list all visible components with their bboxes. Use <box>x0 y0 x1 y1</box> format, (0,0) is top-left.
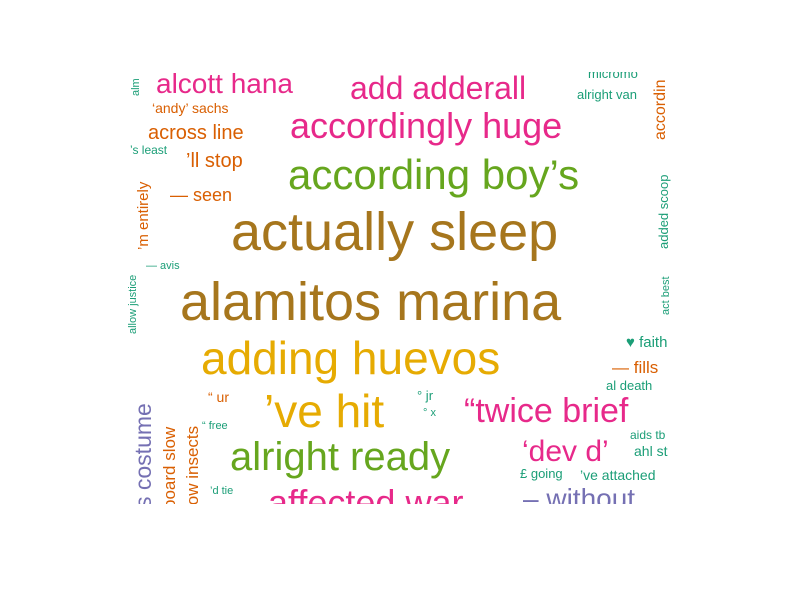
word-adding-huevos: adding huevos <box>201 332 501 384</box>
word-accordingly-huge: accordingly huge <box>290 105 563 146</box>
word-add-adderall: add adderall <box>350 72 527 106</box>
word-ahl-st: ahl st <box>634 443 668 459</box>
word-added-scoop: added scoop <box>656 174 671 249</box>
word-jr: ° jr <box>417 388 434 403</box>
word-low-insects: low insects <box>183 425 202 504</box>
word-x: ° x <box>423 407 436 419</box>
word-s-costume: s costume <box>130 403 156 504</box>
word-ve-attached: ’ve attached <box>580 467 656 483</box>
word-alright-ready: alright ready <box>230 435 451 479</box>
word-across-line: across line <box>148 122 244 144</box>
word-andy-sachs: ‘andy’ sachs <box>152 100 229 116</box>
word-according-boys: according boy’s <box>288 151 580 198</box>
word-seen: — seen <box>170 185 233 205</box>
word-board-slow: board slow <box>160 426 179 504</box>
word-cloud: actually sleep alamitos marina according… <box>128 72 673 504</box>
word-act-best: act best <box>660 276 672 315</box>
word-al-death: al death <box>606 378 653 393</box>
word-accordin: accordin <box>652 79 669 140</box>
word-twice-brief: “twice brief <box>464 392 629 430</box>
word-fills: — fills <box>612 358 659 377</box>
word-s-least: ’s least <box>130 143 168 157</box>
word-ve-hit: ’ve hit <box>264 385 385 437</box>
word-aids-tb: aids tb <box>630 428 666 442</box>
word-alright-van: alright van <box>577 87 637 102</box>
word-alcott-hana: alcott hana <box>156 72 293 99</box>
word-affected-war: affected war <box>268 482 464 505</box>
word-alamitos-marina: alamitos marina <box>180 272 562 332</box>
word-free: “ free <box>202 420 228 432</box>
word-going: £ going <box>520 466 563 481</box>
word-ur: “ ur <box>208 389 229 405</box>
word-micromo: micromo <box>588 72 638 81</box>
word-ll-stop: ’ll stop <box>186 150 243 172</box>
word-allow-justice: allow justice <box>128 274 139 334</box>
word-m-entirely: ’m entirely <box>135 181 152 250</box>
word-dev-d: ‘dev d’ <box>522 435 609 468</box>
word-faith: ♥ faith <box>626 334 668 351</box>
word-without: – without <box>523 483 636 505</box>
word-avis: — avis <box>146 260 180 272</box>
word-alm: alm <box>130 78 142 96</box>
word-actually-sleep: actually sleep <box>231 202 559 262</box>
word-d-tie: ’d tie <box>210 485 234 497</box>
